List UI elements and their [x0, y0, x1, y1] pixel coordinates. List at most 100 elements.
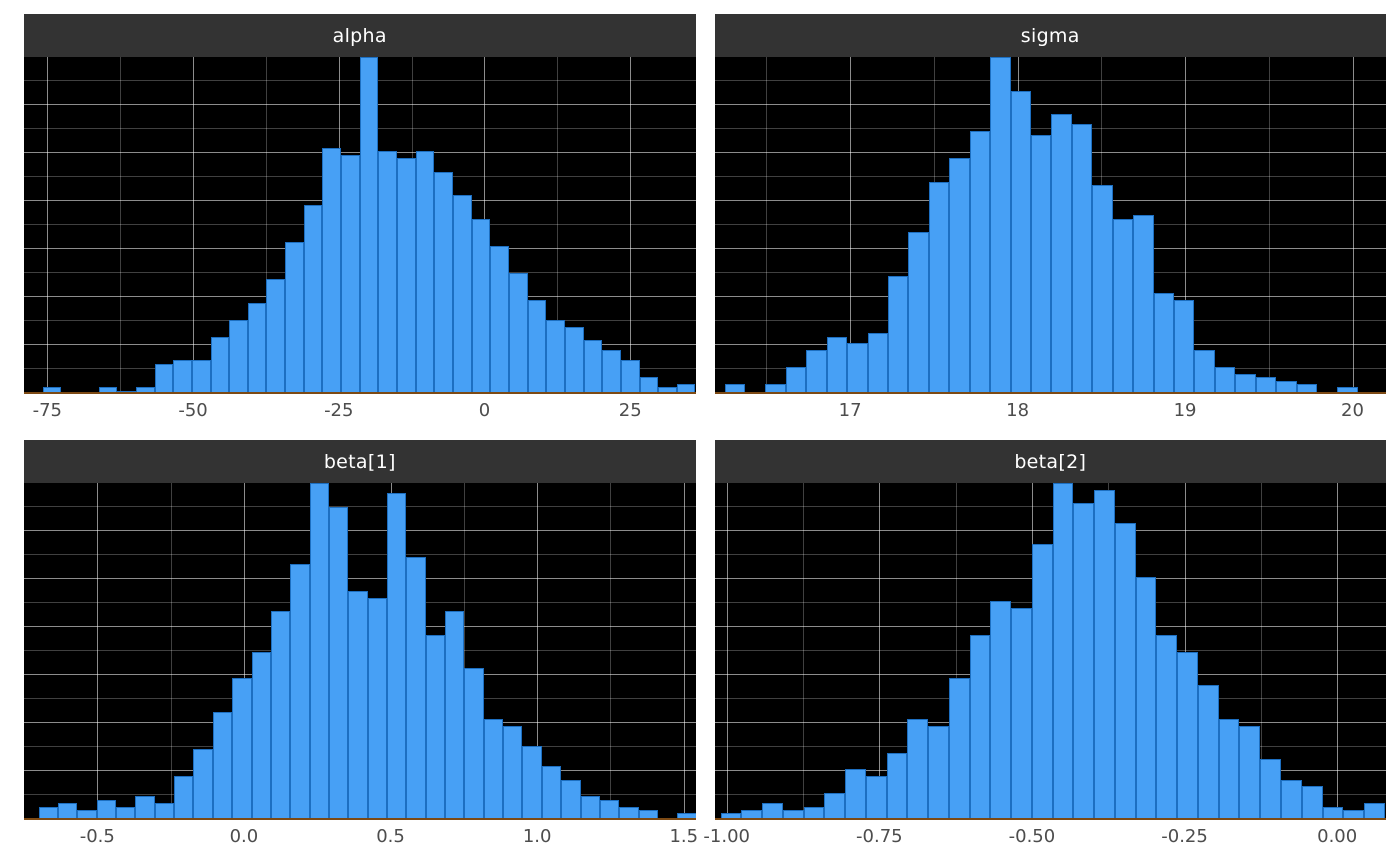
major-gridline — [879, 483, 881, 820]
histogram-bar — [928, 181, 950, 394]
major-gridline — [1185, 57, 1187, 394]
x-tick-label: 0.0 — [229, 826, 259, 847]
histogram-bar — [229, 319, 248, 394]
x-tick-label: 17 — [838, 400, 862, 421]
panel-title: alpha — [332, 24, 387, 47]
histogram-bar — [908, 232, 929, 394]
histogram-bar — [1337, 387, 1358, 394]
panel-title: beta[1] — [323, 450, 396, 473]
major-gridline — [1352, 57, 1354, 394]
histogram-bar — [619, 806, 639, 820]
histogram-bar — [77, 809, 97, 820]
histogram-bar — [173, 360, 192, 394]
histogram-bar — [803, 806, 825, 820]
histogram-bar — [949, 158, 970, 394]
panel-title: beta[2] — [1014, 450, 1087, 473]
histogram-bar — [720, 813, 742, 820]
histogram-bar — [1281, 779, 1302, 820]
minor-gridline — [803, 483, 805, 820]
histogram-bar — [154, 363, 174, 394]
minor-gridline — [557, 57, 559, 394]
x-axis-tick-labels: -0.5 0.0 0.5 1.0 1.5 — [24, 820, 698, 860]
histogram-bar — [969, 131, 991, 394]
histogram-bar — [270, 611, 291, 820]
histogram-bar — [490, 245, 509, 394]
histogram-bar — [232, 678, 252, 820]
histogram-bar — [1092, 185, 1113, 394]
histogram-bar — [58, 803, 78, 820]
histogram-bar — [948, 678, 970, 820]
histogram-bar — [806, 350, 827, 394]
x-tick-label: 18 — [1006, 400, 1030, 421]
histogram-bar — [1343, 809, 1365, 820]
histogram-bar — [1114, 523, 1136, 820]
histogram-bar — [1133, 215, 1154, 394]
histogram-bar — [541, 766, 562, 820]
histogram-bar — [453, 195, 472, 394]
histogram-bar — [522, 745, 542, 820]
histogram-bar — [583, 340, 603, 394]
histogram-bar — [724, 383, 745, 394]
histogram-bar — [1177, 651, 1198, 820]
x-tick-label: 20 — [1341, 400, 1364, 421]
major-gridline — [683, 483, 685, 820]
histogram-bar — [98, 387, 118, 394]
histogram-bar — [341, 154, 360, 394]
histogram-bar — [471, 218, 491, 394]
histogram-bar — [1276, 380, 1297, 394]
histogram-bar — [1011, 607, 1032, 820]
x-tick-label: -0.25 — [1161, 826, 1208, 847]
histogram-bar — [847, 343, 868, 394]
minor-gridline — [170, 483, 172, 820]
histogram-bar — [1052, 483, 1074, 820]
histogram-bar — [309, 483, 329, 820]
major-gridline — [243, 483, 245, 820]
histogram-bar — [96, 799, 117, 820]
histogram-bar — [1153, 292, 1174, 394]
histogram-bar — [546, 319, 565, 394]
x-axis-line — [714, 392, 1386, 394]
histogram-bar — [602, 350, 621, 394]
histogram-bar — [1296, 383, 1317, 394]
histogram-bar — [266, 279, 286, 394]
histogram-bar — [359, 57, 379, 394]
histogram-bar — [1255, 377, 1277, 394]
x-tick-label: 0 — [478, 400, 491, 421]
panel-title-strip: beta[1] — [24, 440, 696, 483]
histogram-bar — [212, 712, 233, 820]
histogram-bar — [483, 718, 504, 820]
x-tick-label: 0.00 — [1317, 826, 1358, 847]
minor-gridline — [1260, 483, 1262, 820]
histogram-bar — [620, 360, 640, 394]
histogram-bar — [285, 242, 304, 394]
histogram-bar — [638, 809, 658, 820]
histogram-bar — [397, 158, 416, 394]
histogram-bar — [580, 796, 600, 820]
histogram-bars — [24, 57, 696, 394]
histogram-bar — [527, 299, 547, 394]
x-tick-label: -25 — [324, 400, 354, 421]
x-tick-label: -0.50 — [1008, 826, 1056, 847]
histogram-bar — [154, 803, 175, 820]
histogram-bar — [741, 809, 763, 820]
histogram-bar — [210, 336, 230, 394]
histogram-bar — [1112, 218, 1134, 394]
histogram-bar — [174, 776, 194, 820]
histogram-bar — [1071, 124, 1093, 394]
x-tick-label: -0.5 — [79, 826, 115, 847]
minor-gridline — [1268, 57, 1270, 394]
minor-gridline — [610, 483, 612, 820]
histogram-bar — [503, 725, 523, 820]
histogram-panel-beta1: beta[1] -0.5 0.0 0.5 1.0 1.5 — [24, 440, 698, 860]
x-axis-line — [24, 818, 696, 820]
histogram-bar — [1260, 759, 1281, 820]
histogram-bar — [290, 563, 310, 820]
x-tick-label: 1.0 — [522, 826, 552, 847]
histogram-bar — [676, 383, 696, 394]
histogram-bar — [1235, 373, 1256, 394]
histogram-bar — [1031, 543, 1053, 820]
histogram-bar — [826, 336, 848, 394]
histogram-bar — [116, 806, 136, 820]
histogram-bar — [328, 506, 349, 820]
